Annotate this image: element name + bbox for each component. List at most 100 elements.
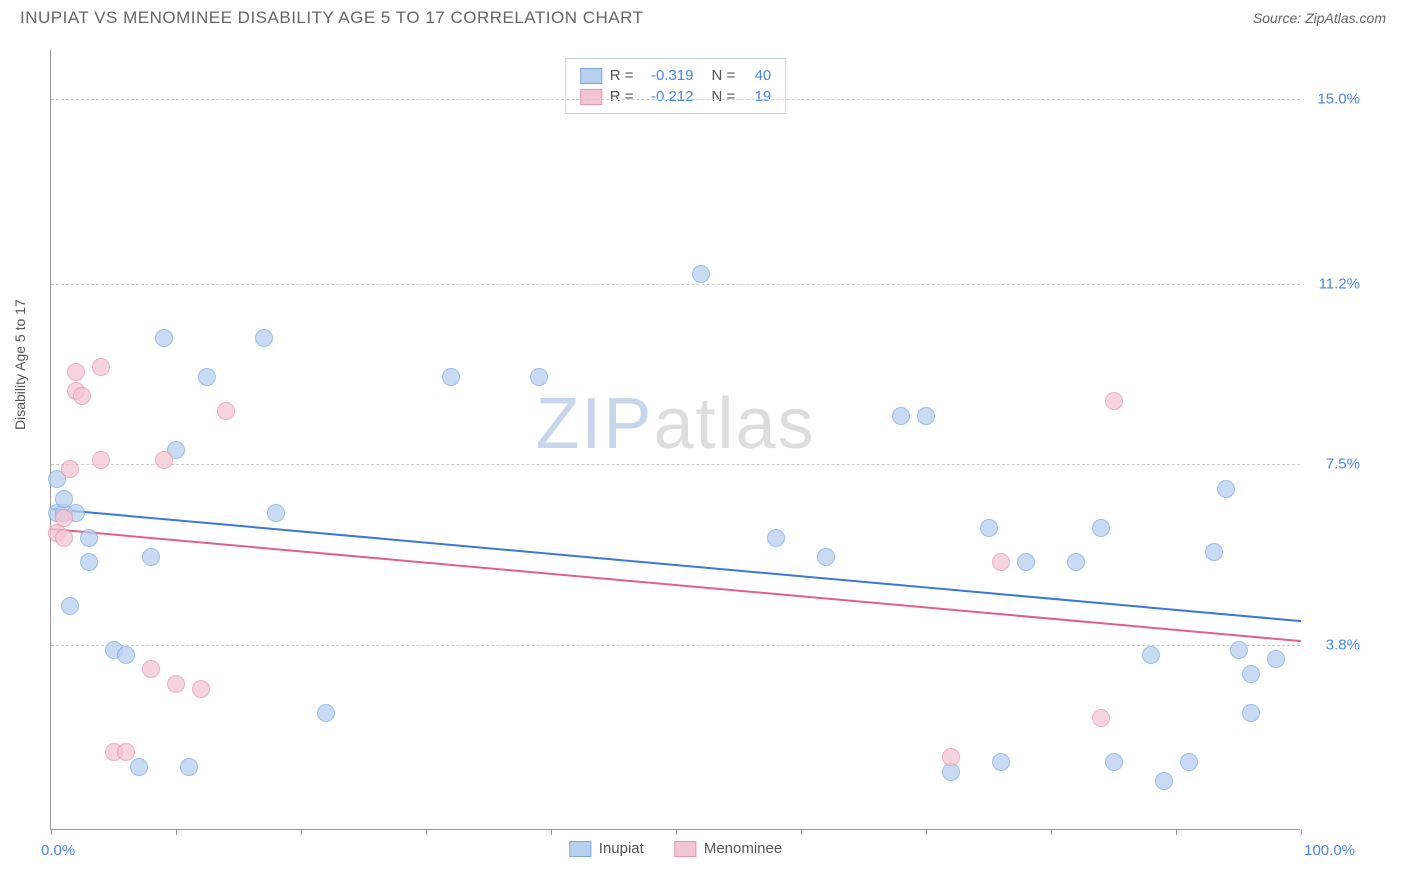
data-point <box>80 529 98 547</box>
data-point <box>1092 709 1110 727</box>
x-tick <box>926 829 927 835</box>
scatter-chart: ZIPatlas R =-0.319N =40R =-0.212N =19 In… <box>50 50 1300 830</box>
data-point <box>1067 553 1085 571</box>
data-point <box>267 504 285 522</box>
x-tick <box>1176 829 1177 835</box>
data-point <box>817 548 835 566</box>
legend-row: R = -0.319 N = 40 <box>580 65 772 86</box>
y-tick-label: 3.8% <box>1305 636 1360 653</box>
data-point <box>992 753 1010 771</box>
data-point <box>442 368 460 386</box>
data-point <box>67 363 85 381</box>
legend-swatch <box>674 841 696 857</box>
trend-line <box>51 528 1301 642</box>
legend-r-value: -0.212 <box>642 88 694 105</box>
data-point <box>1092 519 1110 537</box>
trend-line <box>51 508 1301 622</box>
x-tick <box>551 829 552 835</box>
data-point <box>61 597 79 615</box>
x-tick <box>426 829 427 835</box>
data-point <box>55 490 73 508</box>
data-point <box>92 451 110 469</box>
data-point <box>992 553 1010 571</box>
data-point <box>55 509 73 527</box>
y-axis-label: Disability Age 5 to 17 <box>12 299 28 430</box>
y-tick-label: 15.0% <box>1305 90 1360 107</box>
x-tick <box>176 829 177 835</box>
series-legend: Inupiat Menominee <box>569 840 782 857</box>
series-legend-label: Menominee <box>704 840 782 857</box>
data-point <box>192 680 210 698</box>
source-attribution: Source: ZipAtlas.com <box>1253 10 1386 26</box>
data-point <box>217 402 235 420</box>
data-point <box>530 368 548 386</box>
gridline <box>51 645 1300 646</box>
gridline <box>51 464 1300 465</box>
legend-n-label: N = <box>712 88 736 105</box>
x-tick <box>301 829 302 835</box>
data-point <box>142 660 160 678</box>
data-point <box>767 529 785 547</box>
legend-r-label: R = <box>610 88 634 105</box>
data-point <box>1242 704 1260 722</box>
data-point <box>73 387 91 405</box>
legend-swatch <box>569 841 591 857</box>
legend-swatch <box>580 89 602 105</box>
data-point <box>1017 553 1035 571</box>
data-point <box>55 529 73 547</box>
gridline <box>51 99 1300 100</box>
data-point <box>892 407 910 425</box>
data-point <box>61 460 79 478</box>
data-point <box>1242 665 1260 683</box>
data-point <box>980 519 998 537</box>
data-point <box>130 758 148 776</box>
legend-r-label: R = <box>610 67 634 84</box>
chart-title: INUPIAT VS MENOMINEE DISABILITY AGE 5 TO… <box>20 8 643 28</box>
gridline <box>51 284 1300 285</box>
series-legend-item: Menominee <box>674 840 782 857</box>
data-point <box>1142 646 1160 664</box>
series-legend-item: Inupiat <box>569 840 644 857</box>
data-point <box>80 553 98 571</box>
legend-r-value: -0.319 <box>642 67 694 84</box>
data-point <box>1105 753 1123 771</box>
y-tick-label: 11.2% <box>1305 276 1360 293</box>
data-point <box>180 758 198 776</box>
x-tick <box>676 829 677 835</box>
data-point <box>692 265 710 283</box>
data-point <box>142 548 160 566</box>
data-point <box>117 646 135 664</box>
data-point <box>942 748 960 766</box>
data-point <box>917 407 935 425</box>
data-point <box>1267 650 1285 668</box>
watermark: ZIPatlas <box>535 383 815 465</box>
x-axis-label: 100.0% <box>1304 842 1355 859</box>
legend-n-value: 40 <box>743 67 771 84</box>
data-point <box>198 368 216 386</box>
x-tick <box>801 829 802 835</box>
data-point <box>1217 480 1235 498</box>
legend-n-value: 19 <box>743 88 771 105</box>
legend-swatch <box>580 68 602 84</box>
data-point <box>155 451 173 469</box>
legend-row: R = -0.212 N = 19 <box>580 86 772 107</box>
x-tick <box>1051 829 1052 835</box>
data-point <box>1105 392 1123 410</box>
data-point <box>1180 753 1198 771</box>
data-point <box>92 358 110 376</box>
data-point <box>155 329 173 347</box>
series-legend-label: Inupiat <box>599 840 644 857</box>
x-axis-label: 0.0% <box>41 842 75 859</box>
chart-header: INUPIAT VS MENOMINEE DISABILITY AGE 5 TO… <box>0 0 1406 32</box>
x-tick <box>1301 829 1302 835</box>
correlation-legend: R = -0.319 N = 40 R = -0.212 N = 19 <box>565 58 787 114</box>
data-point <box>317 704 335 722</box>
data-point <box>1155 772 1173 790</box>
data-point <box>1205 543 1223 561</box>
data-point <box>167 675 185 693</box>
y-tick-label: 7.5% <box>1305 456 1360 473</box>
data-point <box>255 329 273 347</box>
x-tick <box>51 829 52 835</box>
legend-n-label: N = <box>712 67 736 84</box>
data-point <box>1230 641 1248 659</box>
